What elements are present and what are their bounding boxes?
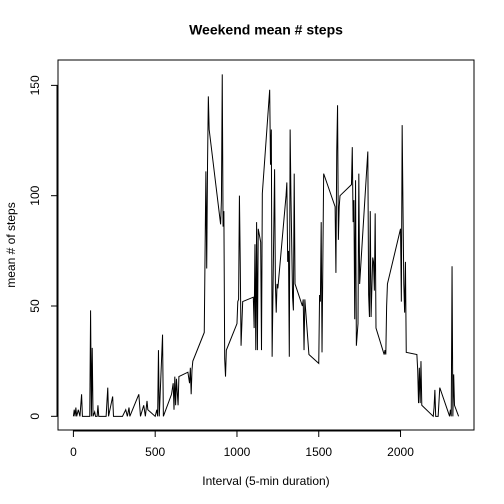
x-axis-label: Interval (5-min duration)	[202, 474, 329, 488]
x-tick-label: 2000	[387, 445, 414, 459]
x-tick-label: 1500	[305, 445, 332, 459]
y-axis-label: mean # of steps	[4, 202, 18, 287]
data-line	[72, 74, 460, 418]
x-tick-label: 500	[145, 445, 165, 459]
chart-title: Weekend mean # steps	[189, 22, 343, 38]
plot-box	[57, 59, 475, 431]
y-tick-label: 0	[28, 413, 42, 420]
y-tick-label: 150	[28, 75, 42, 95]
x-tick-label: 1000	[224, 445, 251, 459]
x-tick-label: 0	[70, 445, 77, 459]
y-tick-label: 50	[28, 299, 42, 313]
y-tick-label: 100	[28, 185, 42, 205]
